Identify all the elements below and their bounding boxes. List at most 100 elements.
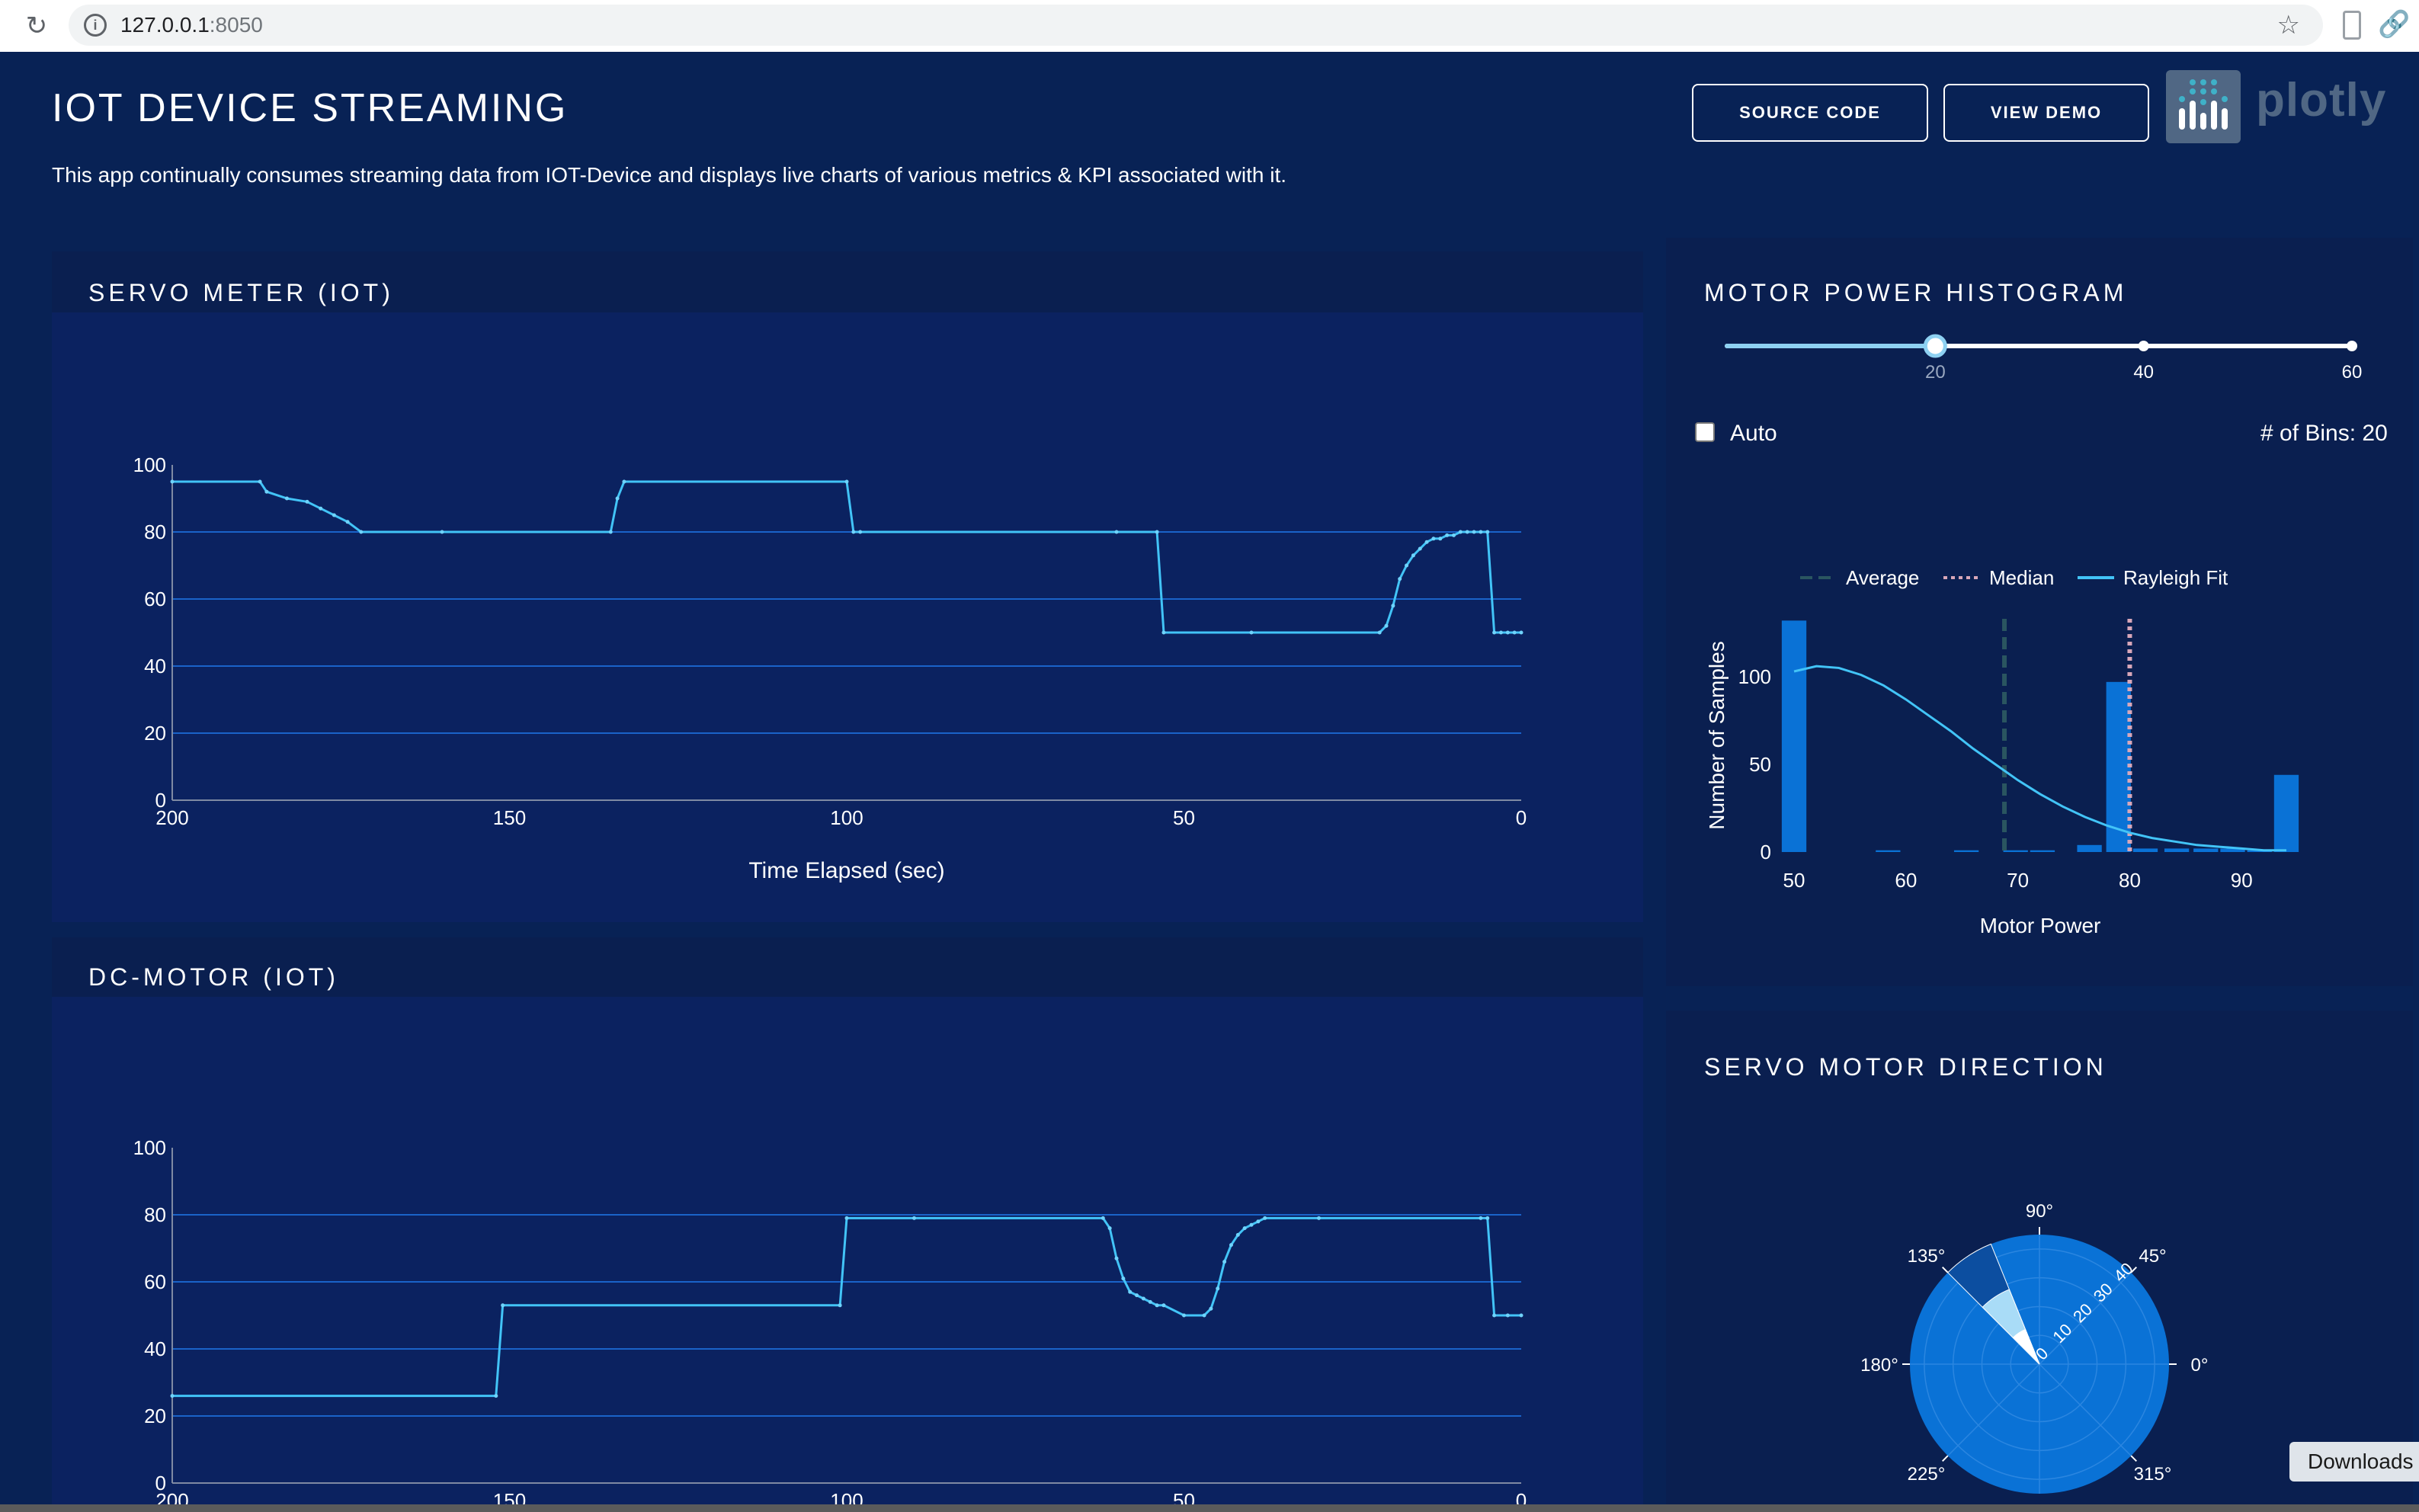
data-point	[494, 1394, 498, 1398]
x-tick-label: 0	[1516, 806, 1527, 829]
url-text: 127.0.0.1:8050	[120, 14, 263, 37]
angular-tick	[2130, 1455, 2137, 1462]
data-point	[1377, 630, 1382, 635]
data-point	[1249, 1222, 1254, 1227]
plotly-logo-text[interactable]: plotly	[2256, 74, 2387, 127]
data-point	[1202, 1313, 1206, 1318]
angular-tick-label: 225°	[1908, 1464, 1946, 1485]
data-point	[1101, 1216, 1105, 1220]
angular-tick-label: 315°	[2134, 1464, 2172, 1485]
x-tick-label: 60	[1895, 869, 1917, 892]
page-title: IOT DEVICE STREAMING	[52, 86, 569, 130]
downloads-tooltip[interactable]: Downloads	[2289, 1442, 2419, 1482]
y-axis-title: Number of Samples	[1705, 641, 1729, 829]
histogram-chart[interactable]: 0 50 100 50 60 70 80 90 Motor Power Number of Sam…	[1666, 549, 2413, 975]
x-tick-label: 150	[493, 806, 526, 829]
data-point	[1398, 577, 1402, 581]
browser-toolbar: ↻ i 127.0.0.1:8050 ☆ 🔗	[0, 0, 2419, 52]
bookmark-star-icon[interactable]: ☆	[2276, 11, 2300, 40]
data-point	[838, 1303, 842, 1308]
data-point	[1229, 1243, 1233, 1248]
data-point	[1317, 1216, 1321, 1220]
data-point	[1135, 1293, 1139, 1298]
data-point	[1114, 530, 1119, 534]
data-point	[608, 530, 613, 534]
data-point	[1107, 1226, 1112, 1231]
data-point	[1485, 1216, 1490, 1220]
data-point	[912, 1216, 916, 1220]
data-point	[1465, 530, 1469, 534]
view-demo-button[interactable]: VIEW DEMO	[1943, 84, 2149, 142]
data-point	[622, 479, 626, 484]
slider-mark-label: 20	[1925, 362, 1946, 381]
histogram-panel	[1666, 238, 2413, 986]
data-point	[1512, 630, 1517, 635]
auto-checkbox-label: Auto	[1730, 421, 1777, 446]
histogram-bar	[1953, 850, 1979, 852]
data-point	[170, 1394, 175, 1398]
x-tick-label: 50	[1783, 869, 1805, 892]
data-point	[305, 499, 309, 504]
x-tick-label: 200	[155, 806, 188, 829]
data-point	[1492, 1313, 1497, 1318]
y-tick-label: 60	[144, 1270, 166, 1293]
data-point	[1114, 1256, 1119, 1261]
plotly-logo-icon[interactable]	[2166, 70, 2241, 143]
y-tick-label: 60	[144, 588, 166, 610]
data-point	[1479, 1216, 1483, 1220]
page-description: This app continually consumes streaming …	[52, 163, 1287, 187]
data-point	[1222, 1260, 1227, 1264]
y-tick-label: 80	[144, 521, 166, 543]
data-point	[844, 1216, 849, 1220]
servo-meter-title: SERVO METER (IOT)	[88, 279, 394, 306]
y-tick-label: 50	[1749, 753, 1771, 776]
data-point	[1216, 1286, 1220, 1291]
data-point	[170, 479, 175, 484]
data-point	[1141, 1296, 1145, 1301]
extension-icon[interactable]	[2343, 11, 2361, 40]
reload-icon[interactable]: ↻	[25, 11, 48, 40]
data-point	[1519, 630, 1523, 635]
bins-slider[interactable]: 20 40 60	[1704, 320, 2390, 381]
histogram-bar	[2193, 848, 2219, 852]
data-point	[1235, 1232, 1240, 1237]
dc-motor-title: DC-MOTOR (IOT)	[88, 963, 339, 991]
data-point	[319, 506, 323, 511]
data-point	[1161, 630, 1166, 635]
data-point	[345, 520, 350, 524]
histogram-bar	[2247, 850, 2272, 852]
series-line	[172, 480, 1521, 634]
slider-mark-label: 40	[2133, 362, 2154, 381]
data-point	[851, 530, 856, 534]
data-point	[1445, 533, 1450, 537]
angular-tick	[2130, 1267, 2137, 1273]
data-point	[1155, 530, 1159, 534]
series-line	[172, 1216, 1521, 1398]
data-point	[501, 1303, 505, 1308]
info-icon[interactable]: i	[84, 14, 107, 37]
auto-checkbox[interactable]	[1695, 422, 1715, 442]
source-code-button[interactable]: SOURCE CODE	[1692, 84, 1928, 142]
x-axis-title: Time Elapsed (sec)	[748, 858, 944, 883]
data-point	[1242, 1226, 1247, 1231]
angular-tick-label: 135°	[1908, 1246, 1946, 1267]
bottom-edge	[0, 1504, 2419, 1512]
histogram-bar	[2164, 848, 2190, 852]
x-tick-label: 80	[2119, 869, 2141, 892]
slider-handle[interactable]	[1923, 334, 1947, 358]
bins-count-label: # of Bins: 20	[2260, 421, 2388, 446]
data-point	[1411, 553, 1415, 558]
data-point	[1519, 1313, 1523, 1318]
servo-meter-chart[interactable]: 0 20 40 60 80 100 200 150 100 50 0 Time Elapsed (se…	[52, 312, 1643, 922]
angular-tick-label: 0°	[2191, 1355, 2209, 1376]
data-point	[1458, 530, 1463, 534]
servo-meter-plot: 0 20 40 60 80 100 200 150 100 50 0 Time Elapsed (se…	[52, 312, 1643, 922]
link-icon[interactable]: 🔗	[2378, 10, 2411, 39]
data-point	[858, 530, 863, 534]
data-point	[1498, 630, 1503, 635]
slider-mark-label: 60	[2342, 362, 2363, 381]
data-point	[1209, 1306, 1213, 1311]
address-bar[interactable]: i 127.0.0.1:8050 ☆	[69, 5, 2323, 46]
